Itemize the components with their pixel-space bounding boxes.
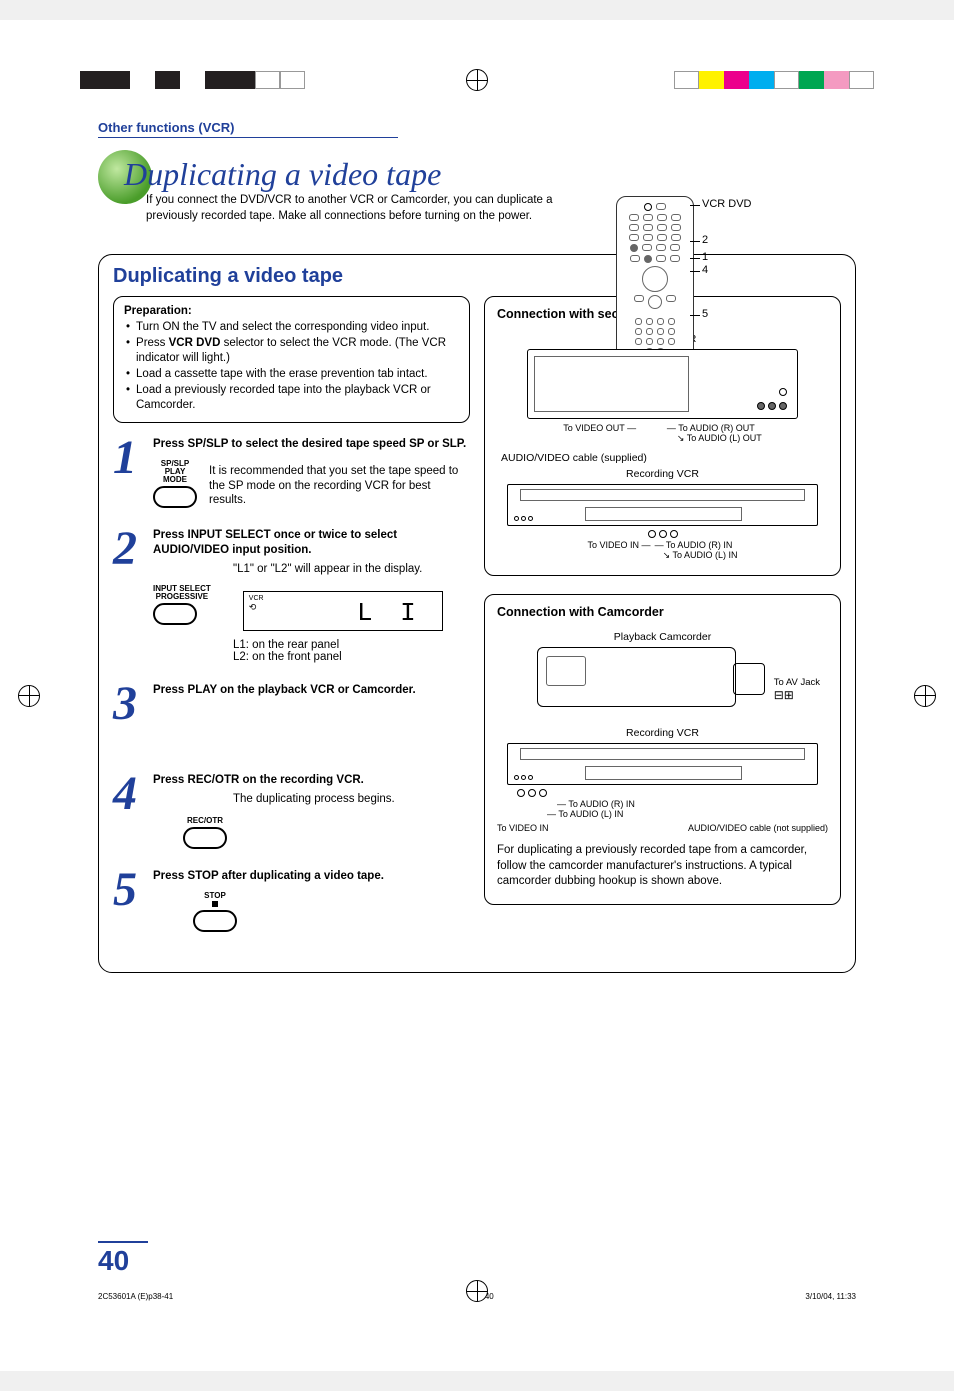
step-number: 5 [113, 869, 145, 932]
step-2: 2 Press INPUT SELECT once or twice to se… [113, 528, 470, 663]
step-title: Press INPUT SELECT once or twice to sele… [153, 528, 470, 558]
step-text: It is recommended that you set the tape … [209, 464, 470, 509]
step-title: Press PLAY on the playback VCR or Camcor… [153, 683, 470, 698]
step-5: 5 Press STOP after duplicating a video t… [113, 869, 470, 932]
device-label: Playback Camcorder [497, 631, 828, 643]
prep-item: Turn ON the TV and select the correspond… [124, 320, 459, 335]
registration-bottom [0, 1271, 954, 1311]
camcorder-icon [537, 647, 736, 707]
page-title: Duplicating a video tape [98, 156, 856, 193]
prep-item: Load a previously recorded tape into the… [124, 383, 459, 413]
crop-target-left-icon [18, 685, 40, 707]
crop-target-icon [466, 1280, 488, 1302]
crop-target-icon [466, 69, 488, 91]
vcr-display-icon: VCR ⟲ L I [243, 591, 443, 631]
stop-button-icon: STOP [193, 892, 470, 932]
page: Other functions (VCR) Duplicating a vide… [0, 20, 954, 1371]
step-number: 3 [113, 683, 145, 753]
button-graphic: SP/SLP PLAY MODE [153, 460, 197, 508]
step-title: Press REC/OTR on the recording VCR. [153, 773, 470, 788]
step-number: 1 [113, 437, 145, 509]
content-area: Other functions (VCR) Duplicating a vide… [98, 120, 856, 1271]
step-title: Press SP/SLP to select the desired tape … [153, 437, 470, 452]
prep-item: Load a cassette tape with the erase prev… [124, 367, 459, 382]
oval-button-icon [153, 603, 197, 625]
intro-text: If you connect the DVD/VCR to another VC… [146, 193, 586, 224]
device-label: Recording VCR [497, 468, 828, 480]
right-column: Connection with second VCR Playback VCR [484, 296, 841, 952]
conn-note: For duplicating a previously recorded ta… [497, 843, 828, 890]
step-4: 4 Press REC/OTR on the recording VCR. Th… [113, 773, 470, 849]
preparation-box: Preparation: Turn ON the TV and select t… [113, 296, 470, 423]
device-label: Recording VCR [497, 727, 828, 739]
crop-target-right-icon [914, 685, 936, 707]
conn-heading: Connection with Camcorder [497, 605, 828, 619]
step-text: "L1" or "L2" will appear in the display. [233, 562, 470, 577]
section-header: Other functions (VCR) [98, 120, 398, 138]
step-text: The duplicating process begins. [233, 792, 470, 807]
playback-vcr-icon [527, 349, 798, 419]
step-title: Press STOP after duplicating a video tap… [153, 869, 470, 884]
cable-label: AUDIO/VIDEO cable (supplied) [501, 452, 828, 464]
title-row: Duplicating a video tape If you connect … [98, 156, 856, 224]
step-number: 4 [113, 773, 145, 849]
step-1: 1 Press SP/SLP to select the desired tap… [113, 437, 470, 509]
recording-vcr-icon [507, 743, 818, 785]
registration-top [0, 60, 954, 100]
recording-vcr-icon [507, 484, 818, 526]
left-column: Preparation: Turn ON the TV and select t… [113, 296, 470, 952]
step-number: 2 [113, 528, 145, 663]
connection-camcorder-box: Connection with Camcorder Playback Camco… [484, 594, 841, 905]
oval-button-icon [183, 827, 227, 849]
step-note: L2: on the front panel [233, 651, 470, 663]
prep-item: Press VCR DVD selector to select the VCR… [124, 336, 459, 366]
step-3: 3 Press PLAY on the playback VCR or Camc… [113, 683, 470, 753]
main-instruction-box: Duplicating a video tape Preparation: Tu… [98, 254, 856, 973]
prep-heading: Preparation: [124, 305, 459, 317]
button-graphic: INPUT SELECT PROGESSIVE [153, 585, 211, 625]
step-note: L1: on the rear panel [233, 639, 470, 651]
oval-button-icon [153, 486, 197, 508]
button-graphic: REC/OTR [183, 817, 470, 849]
